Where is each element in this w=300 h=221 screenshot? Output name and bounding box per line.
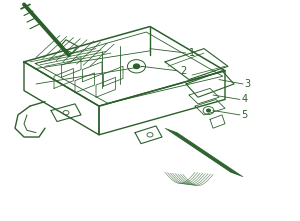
Text: 1: 1 — [189, 48, 195, 58]
Text: 3: 3 — [244, 79, 250, 89]
Circle shape — [134, 64, 140, 69]
Text: 5: 5 — [242, 110, 248, 120]
Text: 4: 4 — [242, 94, 248, 105]
Circle shape — [207, 109, 210, 112]
Text: 2: 2 — [180, 66, 186, 76]
